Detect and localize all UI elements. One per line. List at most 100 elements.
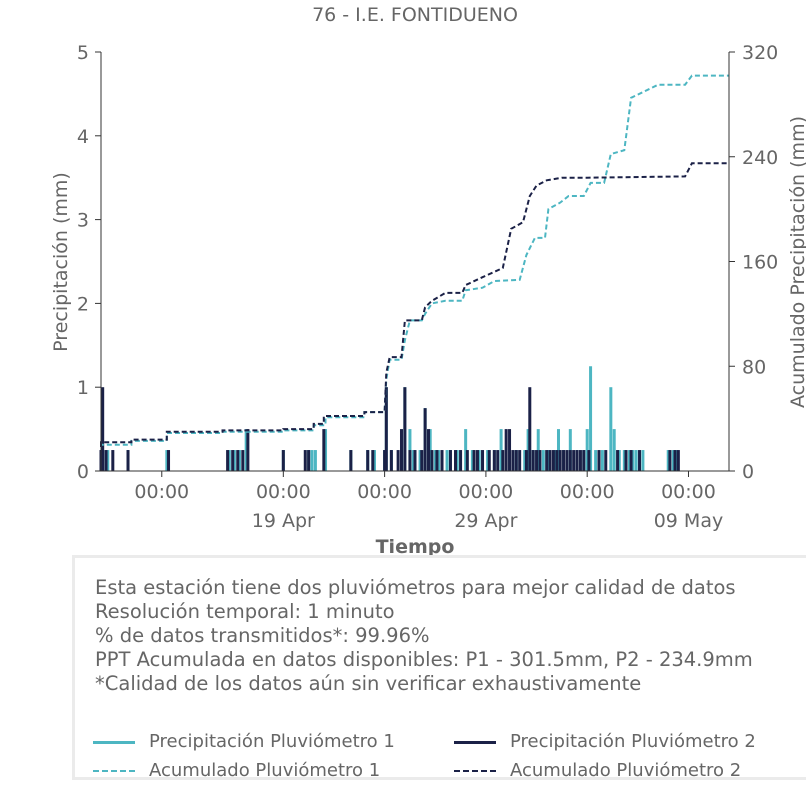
bar-p1	[227, 450, 231, 471]
bar-p2	[303, 450, 307, 471]
bar-p2	[518, 450, 522, 471]
y-tick-label: 0	[77, 461, 89, 483]
bar-p2	[408, 450, 412, 471]
bar-p2	[582, 450, 586, 471]
line-acumulado-p2	[100, 162, 729, 471]
bar-p2	[226, 450, 230, 471]
bar-p1	[165, 450, 169, 471]
legend-swatch-acum1	[93, 770, 135, 772]
info-line-accumulated: PPT Acumulada en datos disponibles: P1 -…	[95, 648, 753, 671]
x-tick-time-label: 00:00	[560, 481, 615, 503]
line-acumulado-p1	[100, 74, 729, 471]
legend-swatch-p1	[93, 741, 135, 744]
bar-p2	[322, 429, 326, 471]
bar-p2	[508, 429, 512, 471]
x-axis-ticks: 00:00 00:00 19 Apr 00:00 00:00 29 Apr 00:00 00:…	[134, 471, 723, 532]
cumulative-lines-layer	[100, 74, 729, 471]
y-tick-label: 2	[77, 293, 89, 315]
legend-label-p2: Precipitación Pluviómetro 2	[510, 731, 756, 752]
bar-p1	[310, 450, 314, 471]
bar-p2	[435, 450, 439, 471]
bar-p1	[523, 450, 527, 471]
bar-p2	[496, 450, 500, 471]
bar-p2	[430, 450, 434, 471]
bar-p1	[437, 450, 441, 471]
bar-p2	[528, 387, 532, 471]
y2-tick-label: 80	[742, 356, 766, 378]
bar-p2	[167, 450, 171, 471]
bar-p2	[575, 450, 579, 471]
bar-p2	[307, 450, 311, 471]
bar-p1	[585, 429, 589, 471]
y2-axis-ticks: 0 80 160 240 320	[729, 42, 778, 483]
bar-p1	[428, 429, 432, 471]
bar-p2	[629, 450, 633, 471]
bar-p2	[504, 429, 508, 471]
bar-p2	[396, 450, 400, 471]
bar-p2	[514, 450, 518, 471]
bar-p2	[545, 450, 549, 471]
bar-p2	[558, 450, 562, 471]
x-axis-label: Tiempo	[376, 536, 455, 558]
bar-p2	[531, 450, 535, 471]
x-tick-time-label: 00:00	[459, 481, 514, 503]
bar-p2	[454, 450, 458, 471]
bar-p2	[111, 450, 115, 471]
bar-p1	[464, 429, 468, 471]
bar-p2	[126, 450, 130, 471]
y2-tick-label: 320	[742, 42, 778, 64]
bar-p1	[594, 450, 598, 471]
info-line-resolution: Resolución temporal: 1 minuto	[95, 600, 395, 623]
legend-label-p1: Precipitación Pluviómetro 1	[149, 731, 395, 752]
y-axis-label: Precipitación (mm)	[50, 172, 72, 352]
bar-p1	[666, 450, 670, 471]
bar-p2	[487, 450, 491, 471]
bar-p1	[612, 429, 616, 471]
bar-p1	[600, 450, 604, 471]
x-tick-time-label: 00:00	[256, 481, 311, 503]
y-tick-label: 1	[77, 377, 89, 399]
x-tick-time-label: 00:00	[134, 481, 189, 503]
bar-p2	[604, 450, 608, 471]
bar-p1	[553, 450, 557, 471]
bar-p2	[511, 450, 515, 471]
bar-p2	[371, 450, 375, 471]
legend-swatch-acum2	[454, 770, 496, 772]
bar-p1	[324, 429, 328, 471]
bar-p2	[420, 450, 424, 471]
bar-p2	[501, 450, 505, 471]
y-tick-label: 4	[77, 126, 89, 148]
bar-p2	[597, 450, 601, 471]
bar-p1	[609, 387, 613, 471]
bar-p2	[366, 450, 370, 471]
bar-p1	[372, 450, 376, 471]
x-tick-time-label: 00:00	[661, 481, 716, 503]
bar-p2	[587, 450, 591, 471]
bar-p2	[465, 450, 469, 471]
bar-p1	[526, 429, 530, 471]
bar-p2	[673, 450, 677, 471]
bar-p1	[477, 450, 481, 471]
bar-p2	[568, 450, 572, 471]
y-tick-label: 3	[77, 210, 89, 232]
bar-p2	[578, 450, 582, 471]
bar-p1	[627, 450, 631, 471]
bars-layer	[99, 366, 680, 471]
bar-p2	[492, 450, 496, 471]
bar-p1	[313, 450, 317, 471]
legend-label-acum1: Acumulado Pluviómetro 1	[149, 760, 381, 781]
bar-p1	[499, 429, 503, 471]
bar-p1	[470, 450, 474, 471]
bar-p2	[548, 450, 552, 471]
bar-p1	[411, 450, 415, 471]
bar-p2	[562, 450, 566, 471]
bar-p2	[448, 450, 452, 471]
bar-p2	[101, 387, 105, 471]
bar-p2	[624, 450, 628, 471]
bar-p2	[475, 450, 479, 471]
bar-p1	[541, 450, 545, 471]
bar-p2	[236, 450, 240, 471]
chart: 76 - I.E. FONTIDUENO 0 1 2 3 4 5 0 80 160 240 320…	[50, 4, 806, 558]
bar-p2	[104, 450, 108, 471]
bar-p1	[589, 366, 593, 471]
